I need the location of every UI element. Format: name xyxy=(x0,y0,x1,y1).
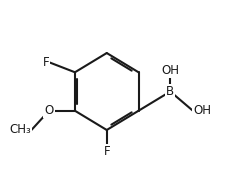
Text: OH: OH xyxy=(192,104,210,117)
Text: OH: OH xyxy=(161,64,179,77)
Text: F: F xyxy=(42,56,49,69)
Text: B: B xyxy=(166,85,174,98)
Text: O: O xyxy=(44,104,53,117)
Text: CH₃: CH₃ xyxy=(10,124,31,137)
Text: F: F xyxy=(103,145,109,158)
